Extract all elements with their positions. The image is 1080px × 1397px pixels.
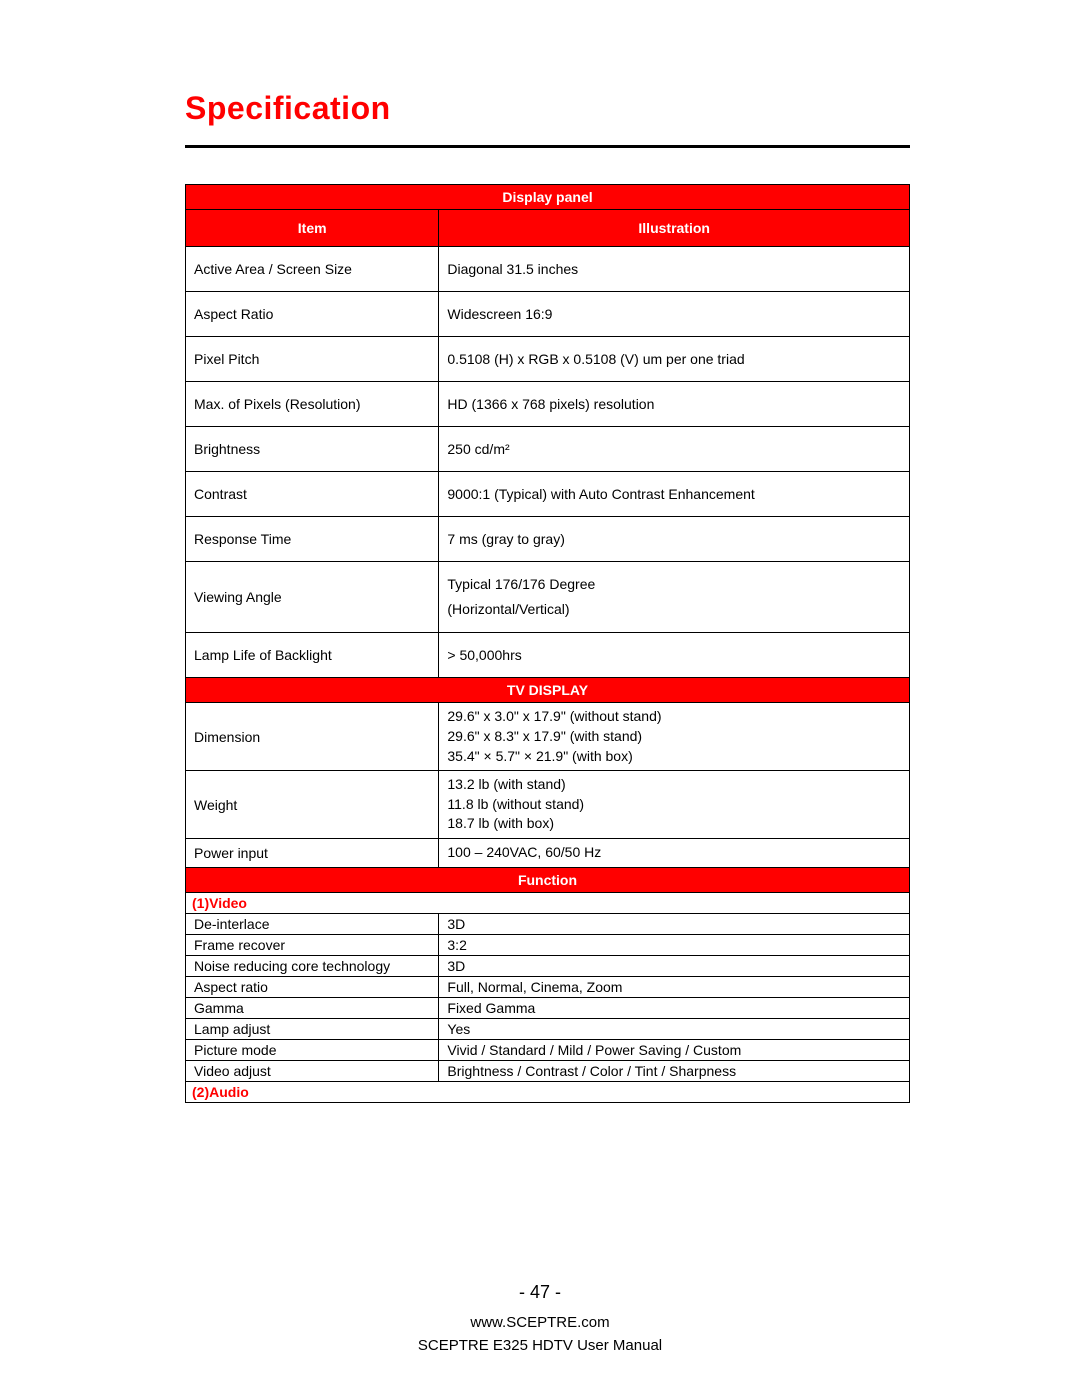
spec-item: Pixel Pitch (186, 337, 439, 382)
spec-value: Full, Normal, Cinema, Zoom (439, 976, 910, 997)
spec-item: Brightness (186, 427, 439, 472)
spec-item: Max. of Pixels (Resolution) (186, 382, 439, 427)
spec-item: Noise reducing core technology (186, 955, 439, 976)
spec-item: Gamma (186, 997, 439, 1018)
table-row: Contrast9000:1 (Typical) with Auto Contr… (186, 472, 910, 517)
spec-item: Response Time (186, 517, 439, 562)
title-divider (185, 145, 910, 148)
spec-item: Aspect ratio (186, 976, 439, 997)
spec-value: Yes (439, 1018, 910, 1039)
spec-item: Picture mode (186, 1039, 439, 1060)
table-row: Picture modeVivid / Standard / Mild / Po… (186, 1039, 910, 1060)
column-header-item: Item (186, 210, 439, 247)
section-header: TV DISPLAY (186, 678, 910, 703)
spec-value: HD (1366 x 768 pixels) resolution (439, 382, 910, 427)
section-header: Display panel (186, 185, 910, 210)
spec-item: Viewing Angle (186, 562, 439, 633)
table-row: Lamp Life of Backlight> 50,000hrs (186, 633, 910, 678)
spec-item: Contrast (186, 472, 439, 517)
table-row: GammaFixed Gamma (186, 997, 910, 1018)
spec-value: Diagonal 31.5 inches (439, 247, 910, 292)
table-row: Pixel Pitch0.5108 (H) x RGB x 0.5108 (V)… (186, 337, 910, 382)
spec-item: Weight (186, 771, 439, 839)
spec-value: Fixed Gamma (439, 997, 910, 1018)
sub-header: (2)Audio (186, 1081, 910, 1102)
spec-value: 250 cd/m² (439, 427, 910, 472)
spec-value: 7 ms (gray to gray) (439, 517, 910, 562)
table-row: Aspect ratioFull, Normal, Cinema, Zoom (186, 976, 910, 997)
table-row: Noise reducing core technology3D (186, 955, 910, 976)
spec-value: Typical 176/176 Degree (Horizontal/Verti… (439, 562, 910, 633)
page-number: - 47 - (0, 1279, 1080, 1306)
table-row: Brightness250 cd/m² (186, 427, 910, 472)
spec-value: 100 – 240VAC, 60/50 Hz (439, 838, 910, 867)
table-row: De-interlace3D (186, 913, 910, 934)
table-row: Max. of Pixels (Resolution)HD (1366 x 76… (186, 382, 910, 427)
spec-value: 13.2 lb (with stand) 11.8 lb (without st… (439, 771, 910, 839)
table-row: Power input100 – 240VAC, 60/50 Hz (186, 838, 910, 867)
table-row: Response Time7 ms (gray to gray) (186, 517, 910, 562)
spec-item: Dimension (186, 703, 439, 771)
sub-header: (1)Video (186, 892, 910, 913)
spec-item: Aspect Ratio (186, 292, 439, 337)
spec-value: 3D (439, 955, 910, 976)
page-footer: - 47 - www.SCEPTRE.com SCEPTRE E325 HDTV… (0, 1279, 1080, 1357)
table-row: Aspect RatioWidescreen 16:9 (186, 292, 910, 337)
spec-item: Lamp Life of Backlight (186, 633, 439, 678)
spec-value: 3:2 (439, 934, 910, 955)
spec-value: Brightness / Contrast / Color / Tint / S… (439, 1060, 910, 1081)
spec-item: Active Area / Screen Size (186, 247, 439, 292)
spec-value: 29.6" x 3.0" x 17.9" (without stand) 29.… (439, 703, 910, 771)
spec-value: Vivid / Standard / Mild / Power Saving /… (439, 1039, 910, 1060)
specification-table: Display panelItemIllustrationActive Area… (185, 184, 910, 1103)
table-row: Frame recover3:2 (186, 934, 910, 955)
document-page: Specification Display panelItemIllustrat… (0, 0, 1080, 1397)
spec-item: De-interlace (186, 913, 439, 934)
spec-value: 3D (439, 913, 910, 934)
table-row: Active Area / Screen SizeDiagonal 31.5 i… (186, 247, 910, 292)
spec-value: 0.5108 (H) x RGB x 0.5108 (V) um per one… (439, 337, 910, 382)
spec-item: Frame recover (186, 934, 439, 955)
spec-value: > 50,000hrs (439, 633, 910, 678)
spec-item: Power input (186, 838, 439, 867)
footer-line-2: SCEPTRE E325 HDTV User Manual (0, 1335, 1080, 1358)
table-row: Lamp adjustYes (186, 1018, 910, 1039)
section-header: Function (186, 867, 910, 892)
table-row: Dimension29.6" x 3.0" x 17.9" (without s… (186, 703, 910, 771)
page-title: Specification (185, 90, 910, 127)
spec-item: Lamp adjust (186, 1018, 439, 1039)
table-row: Viewing AngleTypical 176/176 Degree (Hor… (186, 562, 910, 633)
spec-tbody: Display panelItemIllustrationActive Area… (186, 185, 910, 1103)
footer-line-1: www.SCEPTRE.com (0, 1312, 1080, 1335)
spec-item: Video adjust (186, 1060, 439, 1081)
table-row: Weight13.2 lb (with stand) 11.8 lb (with… (186, 771, 910, 839)
table-row: Video adjustBrightness / Contrast / Colo… (186, 1060, 910, 1081)
column-header-illustration: Illustration (439, 210, 910, 247)
spec-value: 9000:1 (Typical) with Auto Contrast Enha… (439, 472, 910, 517)
spec-value: Widescreen 16:9 (439, 292, 910, 337)
